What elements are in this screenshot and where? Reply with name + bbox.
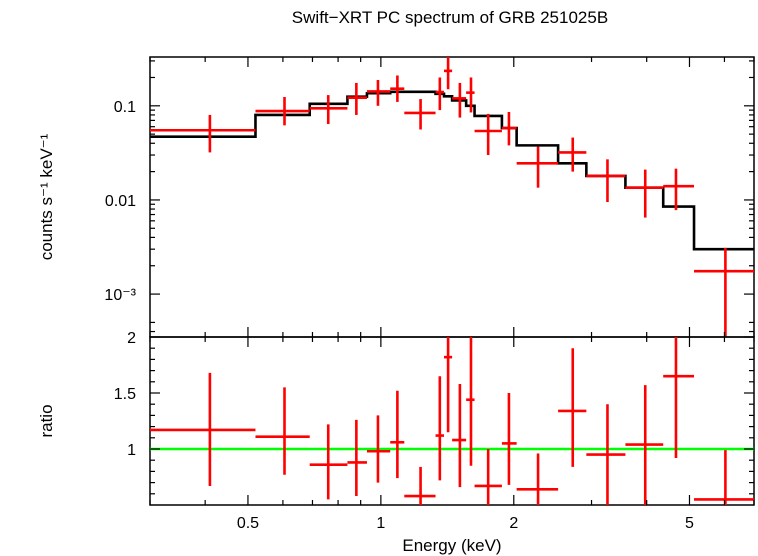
spectrum-data-point bbox=[150, 114, 256, 153]
ratio-data-point bbox=[466, 337, 475, 466]
ratio-data-point bbox=[516, 453, 559, 505]
spectrum-data-point bbox=[255, 97, 310, 126]
spectrum-y-axis-label: counts s⁻¹ keV⁻¹ bbox=[37, 133, 56, 260]
ratio-y-tick-label: 1 bbox=[127, 442, 136, 459]
ratio-data-point bbox=[347, 419, 367, 497]
spectrum-panel bbox=[149, 56, 755, 338]
y-axis-ticks bbox=[150, 60, 754, 495]
spectrum-data-point bbox=[694, 247, 754, 337]
ratio-data-point bbox=[663, 337, 695, 458]
ratio-data-point bbox=[390, 390, 405, 479]
x-tick-label: 5 bbox=[685, 515, 694, 532]
spectrum-data-point bbox=[435, 77, 445, 111]
model-curve bbox=[150, 90, 754, 251]
ratio-y-tick-label: 1.5 bbox=[114, 386, 136, 403]
spectrum-data-point bbox=[466, 77, 475, 113]
ratio-data-point bbox=[366, 415, 391, 483]
spectrum-data-point bbox=[625, 169, 664, 218]
spectrum-data-point bbox=[586, 159, 626, 203]
spectrum-y-tick-label: 10⁻³ bbox=[104, 287, 136, 304]
ratio-data-point bbox=[558, 348, 587, 467]
spectrum-data-point bbox=[404, 99, 436, 130]
ratio-panel bbox=[149, 336, 755, 506]
spectrum-data-point bbox=[558, 137, 587, 172]
ratio-y-axis-label: ratio bbox=[37, 404, 56, 437]
spectrum-y-tick-label: 0.01 bbox=[105, 193, 136, 210]
x-tick-label: 2 bbox=[509, 515, 518, 532]
spectrum-data-point bbox=[474, 113, 502, 156]
ratio-data-point bbox=[150, 372, 256, 486]
spectrum-data-point bbox=[347, 82, 367, 115]
x-axis-label: Energy (keV) bbox=[402, 536, 501, 555]
spectrum-data-point bbox=[516, 146, 559, 188]
spectrum-data-point bbox=[501, 111, 517, 146]
ratio-data-point bbox=[474, 449, 502, 505]
chart-title: Swift−XRT PC spectrum of GRB 251025B bbox=[292, 8, 608, 27]
ratio-data-point bbox=[309, 424, 348, 500]
ratio-panel-frame bbox=[149, 336, 755, 506]
ratio-data-point bbox=[444, 337, 453, 433]
spectrum-data-point bbox=[366, 80, 391, 106]
spectrum-data-point bbox=[452, 82, 467, 118]
ratio-y-tick-label: 2 bbox=[127, 330, 136, 347]
ratio-data-point bbox=[625, 385, 664, 505]
ratio-data-point bbox=[452, 384, 467, 488]
ratio-data-point bbox=[435, 376, 445, 481]
ratio-data-point bbox=[586, 404, 626, 505]
ratio-data-point bbox=[694, 450, 754, 505]
x-axis-ticks bbox=[149, 57, 755, 505]
spectrum-data-point bbox=[309, 95, 348, 125]
spectrum-data-point bbox=[390, 75, 405, 102]
spectrum-data-point bbox=[663, 168, 695, 211]
x-tick-label: 1 bbox=[376, 515, 385, 532]
x-tick-label: 0.5 bbox=[237, 515, 259, 532]
spectrum-data-point bbox=[444, 57, 453, 90]
ratio-data-point bbox=[255, 387, 310, 475]
ratio-data-point bbox=[501, 393, 517, 485]
ratio-data-point bbox=[404, 466, 436, 505]
spectrum-y-tick-label: 0.1 bbox=[114, 99, 136, 116]
